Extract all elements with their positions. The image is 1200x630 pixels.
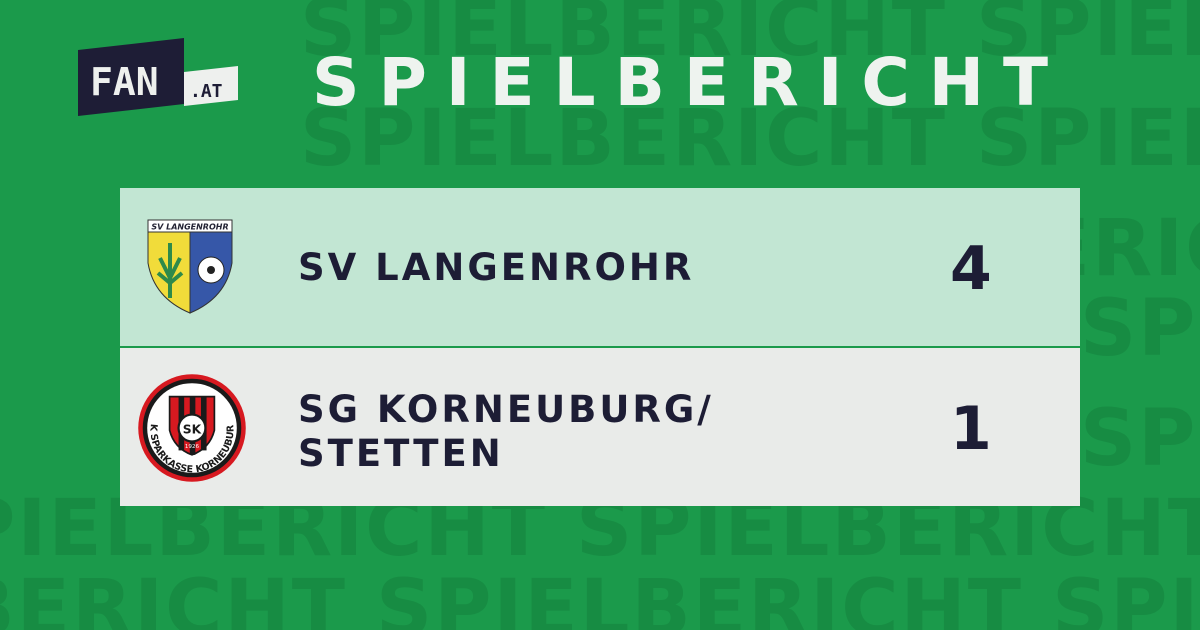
- sv-langenrohr-crest: SV LANGENROHR: [147, 219, 233, 314]
- home-score: 4: [950, 234, 992, 304]
- watermark-line: SPIELBERICHT SPIELBERICHT SPIELBERICHT: [300, 94, 1200, 184]
- away-team-row: SK SPARKASSE KORNEUBURG SK 1926 SG KORNE…: [120, 348, 1080, 506]
- away-score: 1: [950, 394, 992, 464]
- page-title: SPIELBERICHT: [312, 44, 1068, 121]
- away-team-name-line1: SG KORNEUBURG/: [298, 388, 714, 431]
- watermark-line: SPIELBERICHT SPIELBERICHT SPIELBERICHT: [0, 564, 1200, 630]
- sk-korneuburg-crest: SK SPARKASSE KORNEUBURG SK 1926: [136, 372, 246, 482]
- logo-main-text: FAN: [90, 60, 159, 104]
- away-crest-initials: SK: [183, 423, 202, 437]
- watermark-line: SPIELBERICHT SPIELBERICHT SPIELBERICHT: [1080, 284, 1200, 374]
- logo-sub-text: .AT: [190, 81, 223, 102]
- away-team-name-line2: STETTEN: [298, 432, 504, 475]
- watermark-line: SPIELBERICHT SPIELBERICHT SPIELBERICHT: [1080, 394, 1200, 484]
- home-team-name: SV LANGENROHR: [298, 246, 695, 289]
- away-crest-year: 1926: [185, 444, 200, 450]
- fan-at-logo[interactable]: FAN .AT: [78, 38, 243, 120]
- home-team-row: SV LANGENROHR SV LANGENROHR 4: [120, 188, 1080, 346]
- away-team-name: SG KORNEUBURG/ STETTEN: [298, 388, 714, 476]
- watermark-line: SPIELBERICHT SPIELBERICHT SPIELBERICHT: [300, 0, 1200, 74]
- home-crest-text: SV LANGENROHR: [151, 223, 228, 232]
